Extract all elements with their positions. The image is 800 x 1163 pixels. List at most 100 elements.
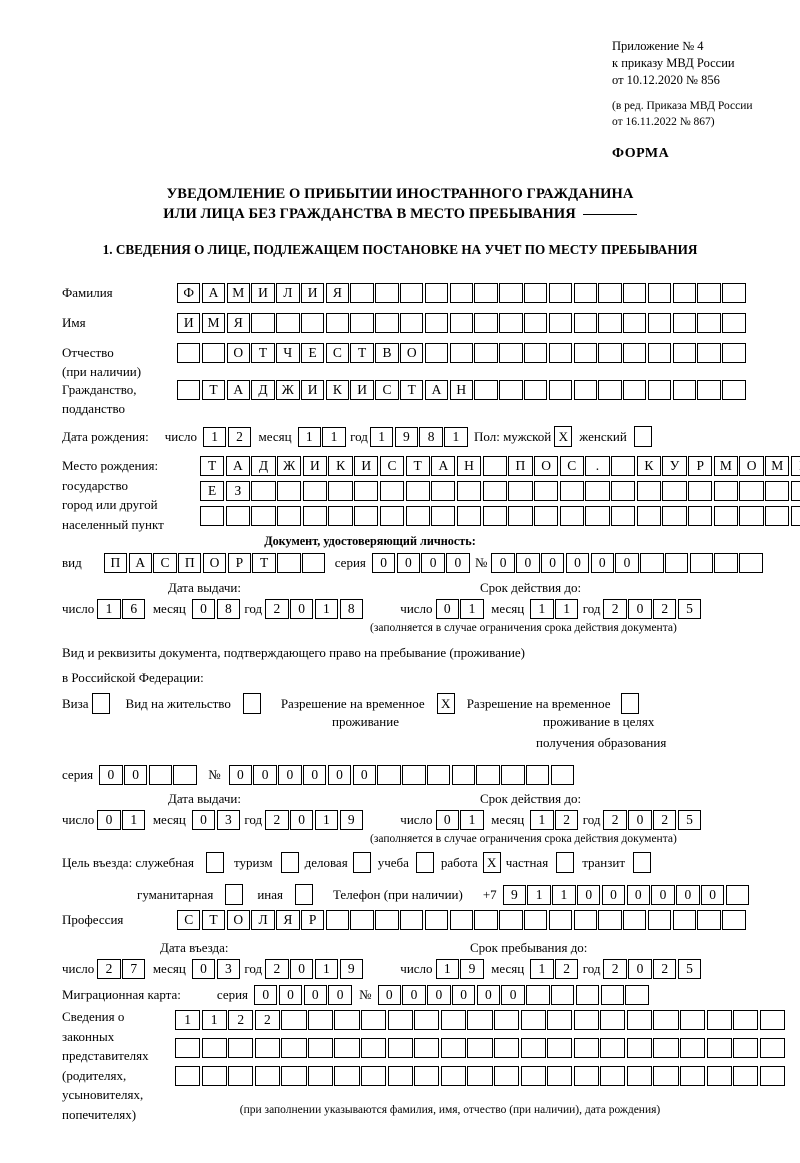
char-cell[interactable]: К <box>325 380 350 400</box>
char-cell[interactable] <box>414 1038 440 1058</box>
char-cell[interactable] <box>585 481 610 501</box>
char-cell[interactable] <box>375 283 399 303</box>
char-cell[interactable] <box>623 343 647 363</box>
char-cell[interactable] <box>508 506 533 526</box>
char-cell[interactable] <box>623 910 647 930</box>
char-cell[interactable] <box>350 313 374 333</box>
char-cell[interactable] <box>573 1010 599 1030</box>
char-cell[interactable]: 8 <box>216 599 241 619</box>
char-cell[interactable]: 0 <box>289 810 314 830</box>
char-cell[interactable]: 1 <box>460 599 484 619</box>
char-cell[interactable] <box>790 506 800 526</box>
char-cell[interactable] <box>706 1066 732 1086</box>
char-cell[interactable]: И <box>300 283 325 303</box>
char-cell[interactable] <box>431 506 456 526</box>
char-cell[interactable]: 6 <box>122 599 146 619</box>
char-cell[interactable] <box>449 910 473 930</box>
char-cell[interactable]: С <box>375 380 399 400</box>
char-cell[interactable]: . <box>585 456 610 476</box>
char-cell[interactable] <box>689 553 714 573</box>
char-cell[interactable] <box>647 380 672 400</box>
char-cell[interactable] <box>598 380 622 400</box>
char-cell[interactable]: 0 <box>501 985 525 1005</box>
char-cell[interactable] <box>662 481 687 501</box>
purpose-other-checkbox[interactable] <box>294 884 313 905</box>
char-cell[interactable] <box>759 1010 785 1030</box>
char-cell[interactable] <box>533 506 559 526</box>
char-cell[interactable] <box>225 506 250 526</box>
char-cell[interactable] <box>625 985 649 1005</box>
char-cell[interactable] <box>281 1066 307 1086</box>
char-cell[interactable] <box>467 1066 493 1086</box>
char-cell[interactable] <box>456 506 482 526</box>
char-cell[interactable] <box>573 380 597 400</box>
char-cell[interactable] <box>672 380 697 400</box>
char-cell[interactable] <box>474 283 498 303</box>
char-cell[interactable] <box>476 765 500 785</box>
char-cell[interactable] <box>251 481 276 501</box>
char-cell[interactable] <box>611 456 636 476</box>
char-cell[interactable] <box>722 380 746 400</box>
char-cell[interactable] <box>573 910 597 930</box>
char-cell[interactable]: К <box>636 456 661 476</box>
char-cell[interactable] <box>600 1010 626 1030</box>
char-cell[interactable]: 2 <box>653 599 677 619</box>
char-cell[interactable]: 2 <box>265 959 289 979</box>
char-cell[interactable]: 2 <box>265 810 289 830</box>
char-cell[interactable]: 2 <box>603 959 627 979</box>
char-cell[interactable]: 0 <box>99 765 123 785</box>
char-cell[interactable] <box>482 456 507 476</box>
char-cell[interactable] <box>739 481 764 501</box>
char-cell[interactable] <box>573 1038 599 1058</box>
char-cell[interactable] <box>688 481 713 501</box>
char-cell[interactable]: О <box>739 456 764 476</box>
char-cell[interactable]: 2 <box>603 599 627 619</box>
char-cell[interactable] <box>713 481 739 501</box>
char-cell[interactable] <box>664 553 689 573</box>
char-cell[interactable] <box>722 910 746 930</box>
char-cell[interactable] <box>387 1010 413 1030</box>
char-cell[interactable] <box>626 1038 653 1058</box>
char-cell[interactable] <box>440 1010 466 1030</box>
char-cell[interactable]: И <box>350 380 374 400</box>
char-cell[interactable] <box>375 910 399 930</box>
char-cell[interactable]: 8 <box>339 599 363 619</box>
purpose-work-checkbox[interactable]: X <box>482 852 501 873</box>
char-cell[interactable]: 1 <box>314 810 339 830</box>
char-cell[interactable] <box>636 506 661 526</box>
char-cell[interactable] <box>611 506 636 526</box>
purpose-study-checkbox[interactable] <box>415 852 434 873</box>
char-cell[interactable] <box>739 506 764 526</box>
char-cell[interactable]: 0 <box>601 884 626 905</box>
char-cell[interactable] <box>672 313 697 333</box>
char-cell[interactable] <box>379 481 405 501</box>
char-cell[interactable]: 7 <box>122 959 146 979</box>
char-cell[interactable]: 0 <box>628 959 652 979</box>
char-cell[interactable]: 0 <box>615 553 639 573</box>
char-cell[interactable]: И <box>300 380 325 400</box>
char-cell[interactable]: 0 <box>371 553 396 573</box>
char-cell[interactable]: Я <box>325 283 350 303</box>
char-cell[interactable] <box>573 313 597 333</box>
char-cell[interactable] <box>148 765 173 785</box>
char-cell[interactable]: 0 <box>402 985 426 1005</box>
char-cell[interactable] <box>523 313 548 333</box>
char-cell[interactable] <box>424 283 449 303</box>
char-cell[interactable] <box>361 1038 387 1058</box>
char-cell[interactable] <box>377 765 401 785</box>
char-cell[interactable] <box>575 985 600 1005</box>
char-cell[interactable] <box>765 481 790 501</box>
char-cell[interactable] <box>623 313 647 333</box>
char-cell[interactable] <box>523 343 548 363</box>
char-cell[interactable] <box>405 481 430 501</box>
char-cell[interactable] <box>765 506 790 526</box>
char-cell[interactable] <box>548 343 573 363</box>
char-cell[interactable] <box>520 1010 546 1030</box>
